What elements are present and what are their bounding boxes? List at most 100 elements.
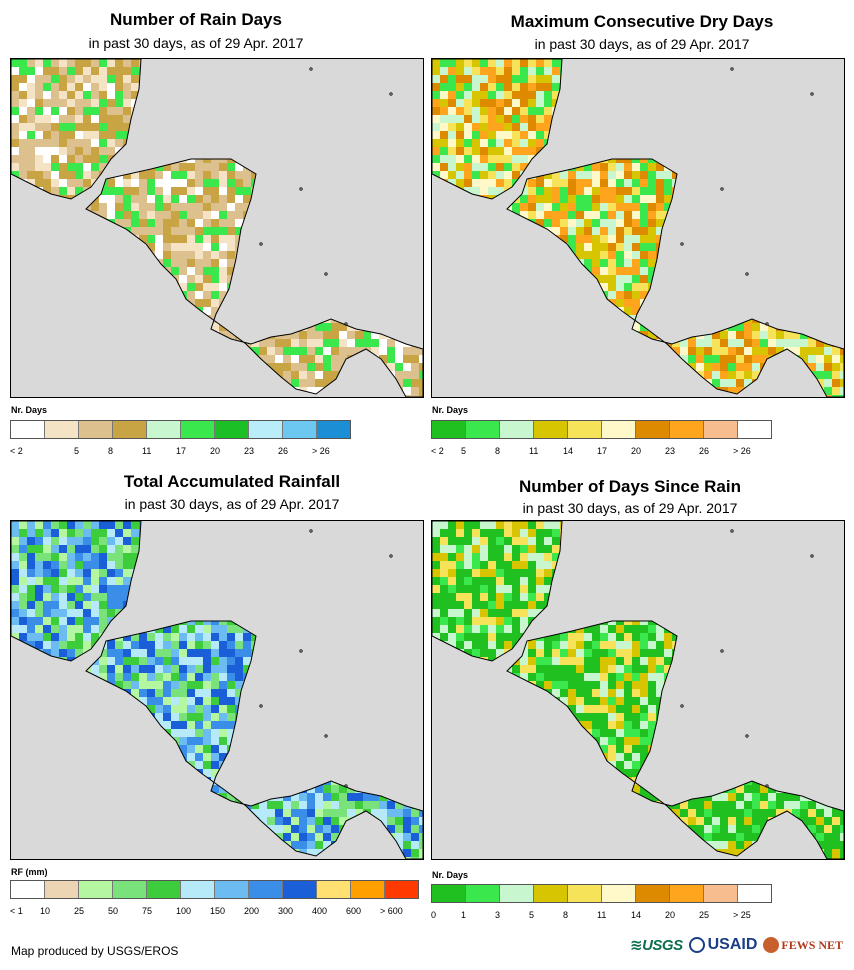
legend-swatch [704,421,738,438]
legend-label: 8 [495,446,501,456]
legend-label: > 25 [733,910,751,920]
legend-title: Nr. Days [11,405,48,415]
island [309,67,313,71]
island [720,187,724,191]
island [299,649,303,653]
legend-swatch [79,881,113,898]
island [309,529,313,533]
legend-label: 300 [278,906,294,916]
legend-label: 1 [461,910,467,920]
legend-swatch [249,421,283,438]
coastline [11,521,423,859]
island [324,272,328,276]
legend-label: > 26 [733,446,751,456]
legend-label: 20 [631,446,642,456]
legend-label: 14 [631,910,642,920]
legend-swatch [568,421,602,438]
legend-swatch [147,881,181,898]
legend-label: < 2 [431,446,444,456]
panel-title: Number of Rain Days [110,10,282,29]
days-since-rain-map-svg [432,521,844,859]
legend-title: Nr. Days [432,405,469,415]
legend-label: 8 [563,910,569,920]
legend-swatch [79,421,113,438]
island [389,554,393,558]
legend-swatch [317,881,351,898]
panel-title: Total Accumulated Rainfall [123,472,341,491]
legend-swatch [147,421,181,438]
legend-label: 5 [461,446,467,456]
legend-colorbar [10,880,419,899]
legend-label: > 600 [380,906,403,916]
legend-label: 23 [665,446,676,456]
legend-swatch [568,885,602,902]
legend-label: 75 [142,906,153,916]
legend-swatch [181,881,215,898]
legend-swatch [466,885,500,902]
legend-label: 20 [665,910,676,920]
legend-labels: < 2 5 8 11 14 17 20 23 26 > 26 [431,446,791,458]
legend-swatch [432,421,466,438]
legend-swatch [636,885,670,902]
legend-swatch [704,885,738,902]
legend-label: 11 [529,446,539,456]
legend-label: 5 [529,910,535,920]
island [745,272,749,276]
legend-swatch [466,421,500,438]
agency-logos: ≋USGS USAID FEWS NET [630,930,848,960]
island [720,649,724,653]
island [765,322,769,326]
panel-rain-days: Number of Rain Days in past 30 days, as … [0,0,424,470]
legend-label: 17 [176,446,187,456]
legend-swatch [11,421,45,438]
legend-label: 400 [312,906,328,916]
legend-label: 20 [210,446,221,456]
island [680,242,684,246]
island [259,704,263,708]
legend-label: 14 [563,446,574,456]
legend-swatch [385,881,418,898]
legend-label: 3 [495,910,501,920]
legend-title: RF (mm) [11,867,48,877]
panel-subtitle: in past 30 days, as of 29 Apr. 2017 [124,496,340,512]
map-credit: Map produced by USGS/EROS [11,944,179,958]
legend-label: 10 [40,906,51,916]
legend-swatch [283,881,317,898]
legend-label: 11 [142,446,152,456]
legend-swatch [215,881,249,898]
land-pixels [432,59,844,397]
land-pixels [432,521,844,859]
legend-swatch [45,881,79,898]
legend-colorbar [431,884,772,903]
fews-globe-icon [763,937,780,953]
legend-label: 5 [74,446,80,456]
panel-subtitle: in past 30 days, as of 29 Apr. 2017 [88,35,304,51]
island [344,784,348,788]
legend-swatch [432,885,466,902]
total-rainfall-map-svg [11,521,423,859]
legend-label: > 26 [312,446,330,456]
legend-label: 50 [108,906,119,916]
panel-title: Maximum Consecutive Dry Days [510,12,774,31]
legend-label: 0 [431,910,437,920]
legend-swatch [283,421,317,438]
legend-label: < 1 [10,906,23,916]
panel-max-dry-days: Maximum Consecutive Dry Days in past 30 … [428,0,848,470]
legend-labels: < 2 5 8 11 17 20 23 26 > 26 [10,446,350,458]
rain-days-map-svg [11,59,423,397]
island [389,92,393,96]
island [730,529,734,533]
legend-swatch [215,421,249,438]
legend-swatch [181,421,215,438]
island [730,67,734,71]
island [765,784,769,788]
island [299,187,303,191]
legend-label: 17 [597,446,608,456]
map-max-dry-days [431,58,845,398]
panel-subtitle: in past 30 days, as of 29 Apr. 2017 [534,36,750,52]
legend-swatch [670,421,704,438]
coastline [11,59,423,397]
legend-swatch [45,421,79,438]
legend-label: 600 [346,906,362,916]
legend-label: 25 [699,910,710,920]
